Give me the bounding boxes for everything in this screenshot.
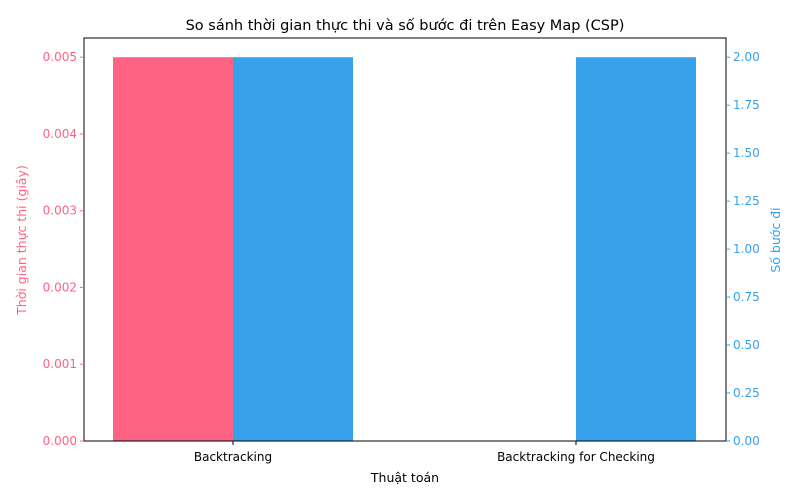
x-tick-label: Backtracking <box>194 450 272 464</box>
plot-frame <box>83 37 727 442</box>
right-tick-label: 2.00 <box>733 50 760 64</box>
left-tick-label: 0.002 <box>43 280 77 294</box>
right-tick-label: 1.50 <box>733 146 760 160</box>
right-tick-label: 0.25 <box>733 386 760 400</box>
chart-title: So sánh thời gian thực thi và số bước đi… <box>186 17 625 34</box>
right-tick-label: 1.00 <box>733 242 760 256</box>
left-tick-label: 0.001 <box>43 357 77 371</box>
x-tick-label: Backtracking for Checking <box>497 450 655 464</box>
right-axis-ticks: 0.00 0.25 0.50 0.75 1.00 1.25 1.50 1.75 2.00 <box>726 50 760 448</box>
x-axis-ticks: Backtracking Backtracking for Checking <box>194 441 655 464</box>
bar-time-0 <box>113 57 233 441</box>
left-axis-label: Thời gian thực thi (giây) <box>14 165 29 316</box>
right-tick-label: 1.75 <box>733 98 760 112</box>
left-tick-label: 0.000 <box>43 434 77 448</box>
left-axis-ticks: 0.000 0.001 0.002 0.003 0.004 0.005 <box>43 50 84 448</box>
right-tick-label: 0.00 <box>733 434 760 448</box>
bar-steps-1 <box>576 57 696 441</box>
bar-steps-0 <box>233 57 353 441</box>
bars-group <box>113 57 696 441</box>
left-tick-label: 0.005 <box>43 50 77 64</box>
right-axis-label: Số bước đi <box>768 207 783 272</box>
right-tick-label: 0.50 <box>733 338 760 352</box>
right-tick-label: 1.25 <box>733 194 760 208</box>
left-tick-label: 0.003 <box>43 204 77 218</box>
left-tick-label: 0.004 <box>43 127 77 141</box>
right-tick-label: 0.75 <box>733 290 760 304</box>
x-axis-label: Thuật toán <box>370 470 439 485</box>
